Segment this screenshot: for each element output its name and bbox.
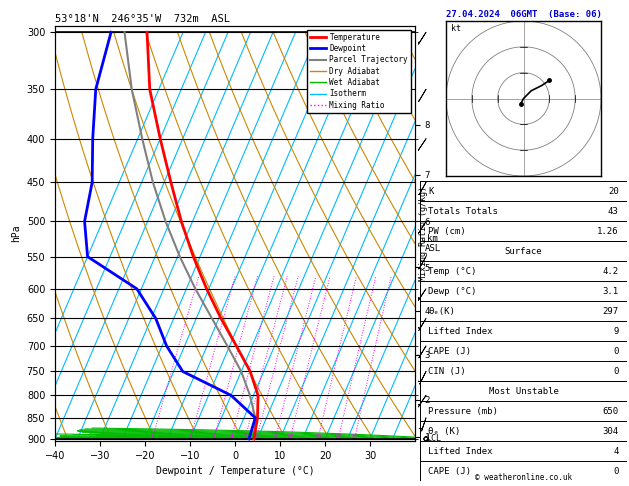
- Text: Temp (°C): Temp (°C): [428, 267, 477, 276]
- Text: θₑ(K): θₑ(K): [428, 307, 455, 315]
- Text: 3.1: 3.1: [603, 287, 619, 295]
- Text: Lifted Index: Lifted Index: [428, 447, 493, 456]
- Y-axis label: hPa: hPa: [11, 225, 21, 243]
- Text: Surface: Surface: [504, 246, 542, 256]
- Text: 25: 25: [350, 434, 359, 439]
- Text: 304: 304: [603, 427, 619, 435]
- Text: CAPE (J): CAPE (J): [428, 347, 471, 356]
- Text: 1.26: 1.26: [597, 226, 619, 236]
- Text: © weatheronline.co.uk: © weatheronline.co.uk: [475, 473, 572, 482]
- Text: 9: 9: [613, 327, 619, 336]
- X-axis label: Dewpoint / Temperature (°C): Dewpoint / Temperature (°C): [156, 466, 314, 476]
- Legend: Temperature, Dewpoint, Parcel Trajectory, Dry Adiabat, Wet Adiabat, Isotherm, Mi: Temperature, Dewpoint, Parcel Trajectory…: [308, 30, 411, 113]
- Text: 4.2: 4.2: [603, 267, 619, 276]
- Text: LCL: LCL: [426, 434, 441, 443]
- Text: 0: 0: [613, 467, 619, 476]
- Text: CIN (J): CIN (J): [428, 366, 466, 376]
- Text: CAPE (J): CAPE (J): [428, 467, 471, 476]
- Text: Pressure (mb): Pressure (mb): [428, 407, 498, 416]
- Text: Dewp (°C): Dewp (°C): [428, 287, 477, 295]
- Text: Lifted Index: Lifted Index: [428, 327, 493, 336]
- Text: 0: 0: [613, 366, 619, 376]
- Text: 8: 8: [273, 434, 277, 439]
- Y-axis label: km
ASL: km ASL: [425, 233, 441, 253]
- Text: 1: 1: [150, 434, 154, 439]
- Text: 43: 43: [608, 207, 619, 216]
- Text: 3: 3: [212, 434, 216, 439]
- Text: Most Unstable: Most Unstable: [489, 387, 559, 396]
- Text: Mixing Ratio (g/kg): Mixing Ratio (g/kg): [418, 186, 428, 281]
- Text: 650: 650: [603, 407, 619, 416]
- Text: 2: 2: [188, 434, 192, 439]
- Text: 10: 10: [286, 434, 294, 439]
- Text: 4: 4: [613, 447, 619, 456]
- Text: 20: 20: [608, 187, 619, 196]
- Text: Totals Totals: Totals Totals: [428, 207, 498, 216]
- Text: 27.04.2024  06GMT  (Base: 06): 27.04.2024 06GMT (Base: 06): [445, 10, 601, 19]
- Text: 5: 5: [243, 434, 247, 439]
- Text: 15: 15: [314, 434, 322, 439]
- Text: θₑ (K): θₑ (K): [428, 427, 460, 435]
- Text: 6: 6: [255, 434, 259, 439]
- Text: 4: 4: [229, 434, 233, 439]
- Text: 0: 0: [613, 347, 619, 356]
- Text: kt: kt: [451, 24, 461, 34]
- Text: K: K: [428, 187, 433, 196]
- Text: 53°18'N  246°35'W  732m  ASL: 53°18'N 246°35'W 732m ASL: [55, 14, 230, 24]
- Text: 20: 20: [335, 434, 342, 439]
- Text: 297: 297: [603, 307, 619, 315]
- Text: PW (cm): PW (cm): [428, 226, 466, 236]
